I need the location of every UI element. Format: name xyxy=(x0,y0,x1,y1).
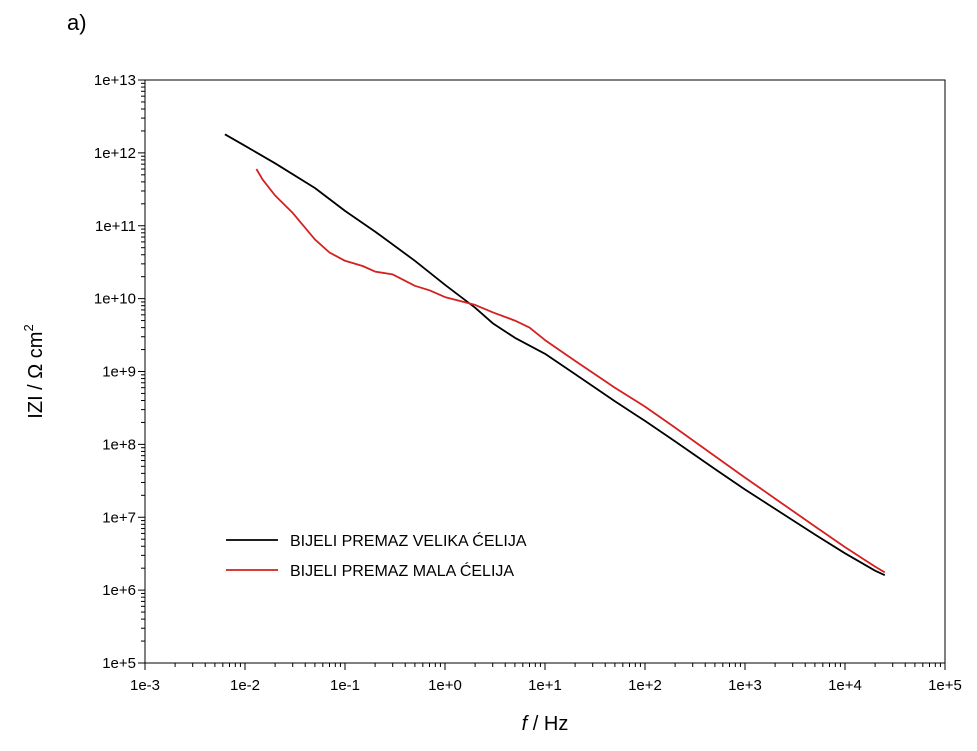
x-tick-label: 1e+3 xyxy=(728,677,762,694)
series-line-1 xyxy=(224,133,886,577)
x-axis-title-symbol: f xyxy=(522,713,530,735)
y-tick-label: 1e+5 xyxy=(102,655,136,672)
y-tick-label: 1e+9 xyxy=(102,364,136,381)
panel-label: a) xyxy=(67,10,87,35)
y-tick-label: 1e+6 xyxy=(102,582,136,599)
y-tick-label: 1e+12 xyxy=(94,145,136,162)
y-axis-title-main: IZI / Ω cm xyxy=(25,332,47,419)
y-tick-label: 1e+11 xyxy=(95,218,136,235)
x-axis-title-unit: / Hz xyxy=(527,713,568,735)
y-tick-label: 1e+10 xyxy=(94,291,136,308)
x-tick-label: 1e+1 xyxy=(528,677,562,694)
x-tick-label: 1e-1 xyxy=(330,677,360,694)
x-tick-label: 1e+4 xyxy=(828,677,862,694)
y-tick-label: 1e+8 xyxy=(102,436,136,453)
x-tick-label: 1e+2 xyxy=(628,677,662,694)
y-tick-label: 1e+7 xyxy=(102,509,136,526)
legend-label-1: BIJELI PREMAZ VELIKA ĆELIJA xyxy=(290,531,527,550)
x-tick-label: 1e-3 xyxy=(130,677,160,694)
x-axis-title: f / Hz xyxy=(522,713,569,735)
legend-label-2: BIJELI PREMAZ MALA ĆELIJA xyxy=(290,561,514,580)
plot-frame xyxy=(144,79,946,664)
x-tick-label: 1e-2 xyxy=(230,677,260,694)
x-tick-label: 1e+5 xyxy=(928,677,962,694)
y-axis-title: IZI / Ω cm2 xyxy=(21,324,47,418)
y-tick-label: 1e+13 xyxy=(94,72,136,89)
x-tick-label: 1e+0 xyxy=(428,677,462,694)
series-line-2 xyxy=(255,168,886,574)
y-axis-title-superscript: 2 xyxy=(21,324,36,331)
